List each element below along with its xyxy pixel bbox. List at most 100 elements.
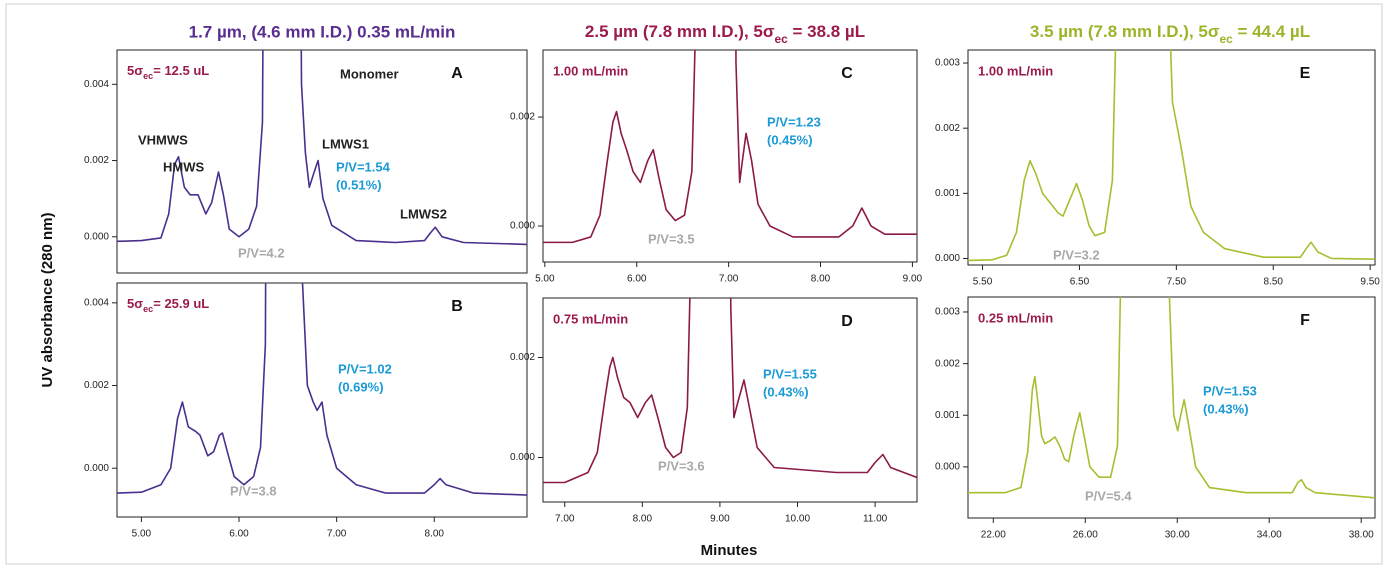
y-tick-label: 0.004 bbox=[84, 297, 109, 308]
plot-frame bbox=[116, 282, 528, 518]
panel-label: C bbox=[841, 65, 853, 82]
chromatogram-trace bbox=[117, 50, 527, 246]
condition-label: 5σec= 12.5 uL bbox=[127, 63, 209, 81]
y-axis-label: UV absorbance (280 nm) bbox=[39, 212, 56, 387]
x-tick-label: 9.00 bbox=[903, 274, 923, 285]
x-tick-label: 7.50 bbox=[1167, 277, 1187, 288]
x-tick-label: 34.00 bbox=[1257, 530, 1282, 541]
x-tick-label: 7.00 bbox=[327, 529, 347, 540]
x-tick-label: 8.00 bbox=[811, 274, 831, 285]
annotation: LMWS1 bbox=[322, 136, 369, 151]
x-tick-label: 10.00 bbox=[785, 514, 810, 525]
x-tick-label: 7.00 bbox=[555, 514, 575, 525]
column-title-sub: ec bbox=[1220, 32, 1234, 46]
x-tick-label: 9.50 bbox=[1360, 277, 1380, 288]
y-tick-label: 0.001 bbox=[935, 188, 960, 199]
y-tick-label: 0.001 bbox=[935, 410, 960, 421]
plot-frame bbox=[116, 49, 528, 274]
y-tick-label: 0.002 bbox=[84, 380, 109, 391]
column-title-main: 3.5 µm (7.8 mm I.D.), 5σ bbox=[1030, 22, 1220, 41]
annotation: LMWS2 bbox=[400, 206, 447, 221]
annotation: P/V=1.02 bbox=[338, 361, 392, 376]
annotation: (0.43%) bbox=[1203, 401, 1249, 416]
y-tick-label: 0.002 bbox=[510, 112, 535, 123]
condition-label-rest: = 12.5 uL bbox=[153, 63, 209, 78]
column-title: 3.5 µm (7.8 mm I.D.), 5σec = 44.4 µL bbox=[1030, 22, 1310, 46]
y-tick-label: 0.000 bbox=[510, 452, 535, 463]
annotation: P/V=3.8 bbox=[230, 483, 277, 498]
y-tick-label: 0.003 bbox=[935, 307, 960, 318]
x-tick-label: 8.00 bbox=[633, 514, 653, 525]
y-tick-label: 0.002 bbox=[935, 358, 960, 369]
annotation: HMWS bbox=[163, 159, 204, 174]
x-tick-label: 7.00 bbox=[719, 274, 739, 285]
chromatogram-trace bbox=[543, 298, 917, 484]
x-tick-label: 22.00 bbox=[981, 530, 1006, 541]
x-tick-label: 30.00 bbox=[1165, 530, 1190, 541]
panel-label: A bbox=[451, 65, 463, 82]
y-tick-label: 0.000 bbox=[510, 221, 535, 232]
column-title-sub: ec bbox=[775, 32, 789, 46]
condition-label: 0.25 mL/min bbox=[978, 310, 1053, 325]
condition-label: 0.75 mL/min bbox=[553, 311, 628, 326]
y-tick-label: 0.000 bbox=[935, 462, 960, 473]
condition-label: 1.00 mL/min bbox=[978, 63, 1053, 78]
column-title: 1.7 µm, (4.6 mm I.D.) 0.35 mL/min bbox=[189, 22, 456, 41]
y-tick-label: 0.000 bbox=[935, 253, 960, 264]
x-axis-label: Minutes bbox=[701, 542, 758, 559]
column-title-rest: = 44.4 µL bbox=[1233, 22, 1310, 41]
condition-label-main: 5σ bbox=[127, 63, 143, 78]
annotation: P/V=3.6 bbox=[658, 458, 705, 473]
annotation: P/V=3.2 bbox=[1053, 247, 1100, 262]
x-tick-label: 5.50 bbox=[973, 277, 993, 288]
x-tick-label: 6.00 bbox=[627, 274, 647, 285]
plot-frame bbox=[967, 296, 1376, 519]
y-tick-label: 0.004 bbox=[84, 79, 109, 90]
chromatogram-trace bbox=[968, 50, 1375, 262]
y-tick-label: 0.003 bbox=[935, 58, 960, 69]
chromatogram-trace bbox=[543, 50, 917, 244]
condition-label-main: 5σ bbox=[127, 296, 143, 311]
y-tick-label: 0.002 bbox=[935, 123, 960, 134]
x-tick-label: 5.00 bbox=[535, 274, 555, 285]
panel-label: D bbox=[841, 313, 853, 330]
annotation: (0.45%) bbox=[767, 132, 813, 147]
annotation: (0.51%) bbox=[336, 177, 382, 192]
condition-label-sub: ec bbox=[143, 304, 153, 314]
y-tick-label: 0.002 bbox=[510, 352, 535, 363]
panel-label: F bbox=[1300, 312, 1310, 329]
annotation: Monomer bbox=[340, 66, 399, 81]
x-tick-label: 11.00 bbox=[863, 514, 888, 525]
column-title: 2.5 µm (7.8 mm I.D.), 5σec = 38.8 µL bbox=[585, 22, 865, 46]
panel-label: E bbox=[1300, 65, 1311, 82]
x-tick-label: 9.00 bbox=[710, 514, 730, 525]
column-title-rest: = 38.8 µL bbox=[788, 22, 865, 41]
annotation: P/V=5.4 bbox=[1085, 488, 1132, 503]
condition-label-rest: = 25.9 uL bbox=[153, 296, 209, 311]
annotation: P/V=1.55 bbox=[763, 366, 817, 381]
condition-label: 1.00 mL/min bbox=[553, 63, 628, 78]
x-tick-label: 5.00 bbox=[132, 529, 152, 540]
column-title-main: 2.5 µm (7.8 mm I.D.), 5σ bbox=[585, 22, 775, 41]
plot-frame bbox=[542, 49, 918, 263]
x-tick-label: 38.00 bbox=[1349, 530, 1374, 541]
panel-label: B bbox=[451, 298, 463, 315]
annotation: VHMWS bbox=[138, 132, 188, 147]
annotation: P/V=1.53 bbox=[1203, 383, 1257, 398]
y-tick-label: 0.000 bbox=[84, 231, 109, 242]
annotation: P/V=4.2 bbox=[238, 245, 285, 260]
annotation: (0.69%) bbox=[338, 379, 384, 394]
x-tick-label: 8.50 bbox=[1264, 277, 1284, 288]
y-tick-label: 0.002 bbox=[84, 155, 109, 166]
chromatogram-trace bbox=[117, 283, 527, 496]
condition-label-sub: ec bbox=[143, 71, 153, 81]
annotation: P/V=1.54 bbox=[336, 159, 391, 174]
annotation: P/V=1.23 bbox=[767, 114, 821, 129]
plot-frame bbox=[542, 297, 918, 503]
x-tick-label: 6.50 bbox=[1070, 277, 1090, 288]
chromatogram-trace bbox=[968, 297, 1375, 499]
condition-label: 5σec= 25.9 uL bbox=[127, 296, 209, 314]
x-tick-label: 6.00 bbox=[229, 529, 249, 540]
x-tick-label: 26.00 bbox=[1073, 530, 1098, 541]
